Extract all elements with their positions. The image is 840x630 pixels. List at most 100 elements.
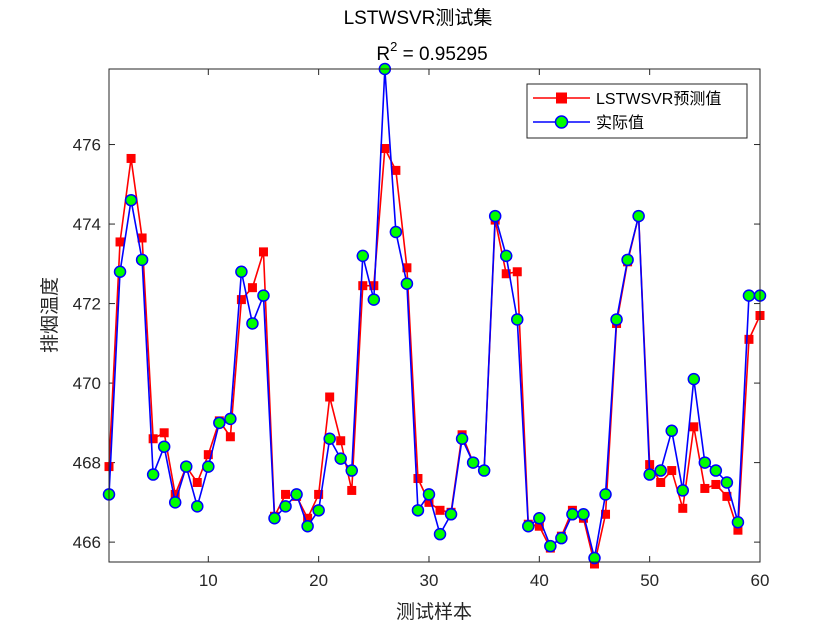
actual-point: [533, 512, 546, 525]
actual-point: [720, 476, 734, 489]
x-tick-label: 10: [199, 571, 218, 590]
actual-point: [191, 500, 204, 513]
subtitle-r: R: [376, 44, 390, 65]
x-tick-label: 20: [309, 571, 328, 590]
predicted-point: [501, 269, 511, 279]
predicted-point: [656, 477, 666, 487]
actual-point: [599, 488, 612, 501]
y-tick-label: 468: [73, 454, 101, 473]
predicted-point: [358, 281, 368, 291]
x-axis-label: 测试样本: [396, 601, 472, 623]
actual-point: [400, 277, 414, 290]
actual-point: [268, 512, 281, 525]
predicted-point: [435, 505, 445, 515]
x-ticks: 10 20 30 40 50 60: [199, 69, 769, 590]
predicted-point: [512, 267, 522, 277]
actual-point: [312, 504, 325, 517]
actual-point: [544, 539, 557, 553]
predicted-point: [744, 334, 754, 344]
predicted-point: [203, 450, 213, 460]
actual-point: [687, 372, 701, 386]
actual-point: [499, 249, 513, 263]
actual-point: [157, 440, 171, 453]
legend-label-predicted: LSTWSVR预测值: [596, 90, 721, 108]
actual-point: [588, 551, 601, 565]
predicted-point: [413, 474, 423, 484]
y-tick-label: 470: [73, 374, 101, 393]
predicted-point: [281, 489, 291, 499]
predicted-point: [247, 283, 257, 293]
actual-point: [654, 464, 667, 477]
actual-point: [356, 249, 370, 263]
actual-point: [522, 519, 535, 533]
actual-point: [301, 519, 314, 533]
actual-point: [146, 468, 160, 481]
predicted-point: [137, 233, 147, 243]
actual-point: [577, 508, 590, 521]
actual-point: [202, 460, 215, 473]
predicted-point: [733, 525, 743, 535]
predicted-point: [424, 497, 434, 507]
actual-point: [488, 209, 502, 223]
actual-point: [334, 452, 347, 465]
series-layer: [102, 62, 767, 569]
predicted-point: [148, 434, 158, 444]
actual-point: [113, 265, 127, 279]
actual-point: [455, 432, 469, 445]
predicted-point: [700, 483, 710, 493]
actual-point: [323, 432, 336, 445]
actual-point: [389, 225, 403, 239]
actual-point: [632, 209, 645, 223]
actual-point: [444, 508, 458, 521]
series-actual: [102, 62, 767, 565]
predicted-point: [722, 491, 732, 501]
legend-label-actual: 实际值: [596, 114, 644, 132]
predicted-point: [170, 489, 180, 499]
predicted-point: [402, 263, 412, 273]
actual-point: [124, 193, 138, 207]
actual-point: [135, 253, 149, 267]
predicted-point: [667, 466, 677, 476]
actual-point: [279, 500, 292, 513]
predicted-point: [347, 485, 357, 495]
actual-point: [555, 531, 568, 545]
subtitle-value: = 0.95295: [397, 44, 487, 65]
x-tick-label: 40: [530, 571, 549, 590]
predicted-point: [225, 432, 235, 442]
y-tick-label: 472: [73, 295, 101, 314]
subtitle-superscript: 2: [390, 39, 397, 54]
actual-point: [709, 464, 723, 477]
actual-point: [511, 313, 524, 326]
actual-point: [213, 416, 226, 430]
plot-area: [109, 69, 760, 562]
actual-point: [345, 464, 358, 477]
y-tick-label: 466: [73, 533, 101, 552]
actual-point: [179, 460, 193, 473]
predicted-point: [534, 521, 544, 531]
predicted-point: [258, 247, 268, 257]
actual-point: [566, 508, 579, 521]
actual-point: [477, 464, 491, 477]
actual-point: [290, 488, 303, 501]
actual-point: [466, 456, 480, 469]
predicted-point: [391, 165, 401, 175]
actual-point: [731, 515, 745, 529]
y-axis-label: 排烟温度: [39, 277, 61, 353]
y-tick-label: 474: [73, 215, 101, 234]
actual-point: [235, 265, 248, 279]
predicted-point: [711, 479, 721, 489]
actual-point: [433, 527, 447, 541]
predicted-point: [601, 509, 611, 519]
x-tick-label: 50: [640, 571, 659, 590]
axes-box: [108, 68, 761, 563]
actual-point: [224, 412, 237, 426]
legend-marker-predicted: [556, 92, 567, 104]
chart-title: LSTWSVR测试集: [344, 7, 493, 29]
x-tick-label: 30: [420, 571, 439, 590]
actual-point: [246, 317, 259, 330]
actual-point: [610, 313, 623, 326]
legend-marker-actual: [554, 115, 569, 129]
actual-point: [168, 496, 182, 509]
actual-point: [698, 456, 712, 469]
